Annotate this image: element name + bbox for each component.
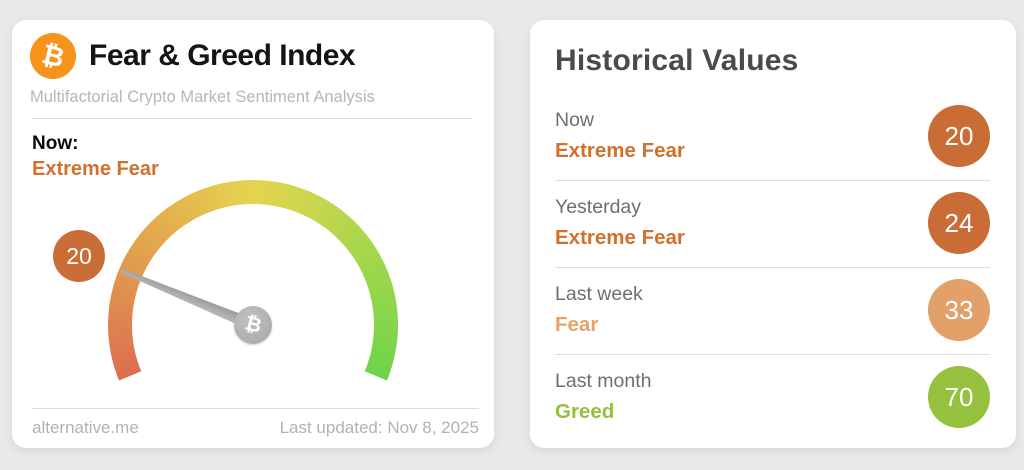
gauge-hub-bitcoin-icon: ₿ [234, 306, 272, 344]
historical-values-card: Historical Values Now Extreme Fear 20 Ye… [530, 20, 1016, 448]
now-classification: Extreme Fear [32, 158, 159, 180]
history-row-label: Last week [555, 283, 643, 305]
now-label: Now: [32, 133, 79, 154]
site-link[interactable]: alternative.me [32, 418, 139, 437]
fear-greed-gauge-card: ₿ Fear & Greed Index Multifactorial Cryp… [12, 20, 494, 470]
history-value-badge: 70 [928, 366, 990, 428]
history-row-label: Now [555, 109, 595, 131]
gauge-arc: ₿ [108, 180, 398, 470]
history-row-label: Yesterday [555, 196, 642, 218]
last-updated-text: Last updated: Nov 8, 2025 [279, 418, 479, 437]
history-row-classification: Extreme Fear [555, 226, 685, 249]
gauge-value-badge: 20 [53, 230, 105, 282]
gauge-card-header: ₿ Fear & Greed Index Multifactorial Cryp… [12, 20, 494, 181]
bitcoin-icon: ₿ [30, 33, 76, 79]
history-row-yesterday: Yesterday Extreme Fear 24 [555, 181, 990, 268]
history-row-classification: Extreme Fear [555, 139, 685, 162]
history-row-now: Now Extreme Fear 20 [555, 94, 990, 181]
subtitle: Multifactorial Crypto Market Sentiment A… [30, 88, 375, 106]
history-value-badge: 33 [928, 279, 990, 341]
history-value-badge: 24 [928, 192, 990, 254]
history-value-badge: 20 [928, 105, 990, 167]
history-row-last-week: Last week Fear 33 [555, 268, 990, 355]
history-row-last-month: Last month Greed 70 [555, 355, 990, 441]
historical-values-title: Historical Values [555, 44, 799, 77]
gauge-card-footer: alternative.me Last updated: Nov 8, 2025 [32, 408, 479, 438]
history-row-classification: Fear [555, 313, 599, 336]
historical-values-list: Now Extreme Fear 20 Yesterday Extreme Fe… [555, 94, 990, 441]
page-title: Fear & Greed Index [89, 39, 356, 72]
history-row-classification: Greed [555, 400, 615, 423]
history-row-label: Last month [555, 370, 652, 392]
header-divider [32, 118, 472, 119]
